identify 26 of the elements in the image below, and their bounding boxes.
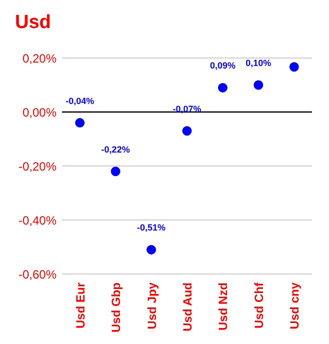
data-label: 0,09% (210, 60, 236, 71)
data-label: -0,04% (66, 96, 94, 106)
x-tick-label: Usd cny (288, 282, 302, 330)
point (75, 118, 85, 128)
data-label: -0,22% (101, 144, 130, 154)
point (254, 80, 264, 90)
point (218, 82, 228, 92)
x-tick-label: Usd Chf (252, 282, 266, 328)
x-tick-label: Usd Nzd (216, 282, 230, 330)
data-label: -0,51% (137, 222, 166, 233)
y-tick-label: -0,20% (18, 160, 57, 174)
point (146, 244, 156, 254)
x-tick-label: Usd Gbp (109, 282, 124, 332)
y-tick-label: -0,60% (18, 268, 57, 282)
data-label: -0,07% (172, 104, 202, 114)
point (289, 62, 299, 72)
y-tick-label: 0,00% (22, 106, 57, 120)
y-tick-label: -0,40% (18, 214, 57, 228)
chart-title: Usd (15, 12, 51, 33)
data-label: 0,10% (246, 58, 272, 68)
x-tick-label: Usd Eur (73, 282, 88, 329)
point (182, 126, 192, 136)
y-tick-label: 0,20% (22, 52, 57, 66)
point (110, 166, 120, 176)
x-tick-label: Usd Aud (180, 282, 194, 332)
x-tick-label: Usd Jpy (144, 282, 159, 330)
